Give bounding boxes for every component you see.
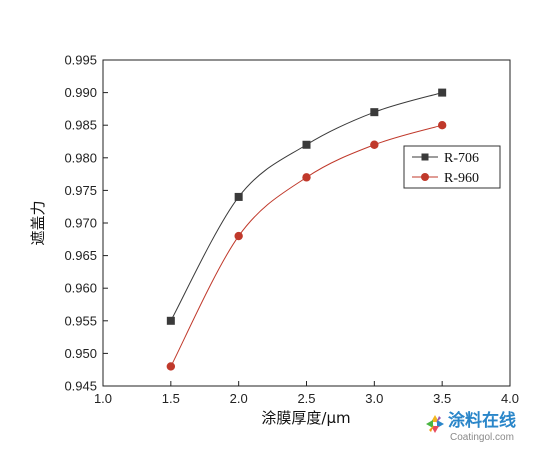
data-point-r960 — [370, 140, 379, 149]
x-tick-label: 4.0 — [501, 391, 519, 406]
y-tick-label: 0.950 — [64, 346, 97, 361]
data-point-r960 — [302, 173, 311, 182]
watermark: 涂料在线 Coatingol.com — [426, 410, 516, 443]
y-tick-label: 0.990 — [64, 85, 97, 100]
series-line-r706 — [170, 92, 443, 322]
x-tick-label: 2.5 — [297, 391, 315, 406]
plot-frame — [102, 59, 511, 387]
legend-label-r706: R-706 — [444, 151, 479, 166]
x-tick-label: 1.5 — [162, 391, 180, 406]
y-axis-title: 遮盖力 — [29, 200, 47, 245]
x-tick-label: 1.0 — [94, 391, 112, 406]
y-tick-label: 0.965 — [64, 248, 97, 263]
watermark-text-cn: 涂料在线 — [448, 410, 516, 431]
y-tick-label: 0.975 — [64, 183, 97, 198]
y-tick-label: 0.955 — [64, 313, 97, 328]
y-tick-label: 0.980 — [64, 150, 97, 165]
series-line-r960 — [170, 124, 443, 367]
y-tick-label: 0.945 — [64, 379, 97, 394]
legend-box — [403, 145, 501, 189]
series-layer — [166, 88, 447, 371]
y-tick-label: 0.985 — [64, 118, 97, 133]
data-point-r706 — [438, 88, 447, 97]
data-point-r960 — [166, 362, 176, 371]
x-axis-title: 涂膜厚度/μm — [261, 409, 350, 427]
data-point-r960 — [234, 231, 243, 241]
data-point-r706 — [302, 140, 311, 149]
watermark-logo-icon — [426, 415, 444, 433]
y-tick-label: 0.960 — [64, 281, 97, 296]
legend-marker-r706 — [421, 153, 429, 161]
data-point-r706 — [234, 192, 243, 201]
y-tick-label: 0.995 — [64, 53, 97, 68]
y-tick-label: 0.970 — [64, 216, 97, 231]
legend-label-r960: R-960 — [444, 171, 479, 186]
legend: R-706 R-960 — [403, 145, 501, 189]
x-tick-label: 3.0 — [365, 391, 383, 406]
y-axis-ticks: 0.945 0.950 0.955 0.960 0.965 0.970 0.975 0.980… — [64, 53, 108, 394]
x-axis-ticks: 1.0 1.5 2.0 2.5 3.0 3.5 4.0 — [94, 381, 519, 406]
data-point-r706 — [370, 108, 379, 117]
watermark-text-en: Coatingol.com — [450, 432, 514, 443]
data-point-r960 — [437, 121, 447, 130]
x-tick-label: 3.5 — [433, 391, 451, 406]
legend-marker-r960 — [421, 173, 429, 181]
data-point-r706 — [166, 316, 175, 325]
x-tick-label: 2.0 — [230, 391, 248, 406]
